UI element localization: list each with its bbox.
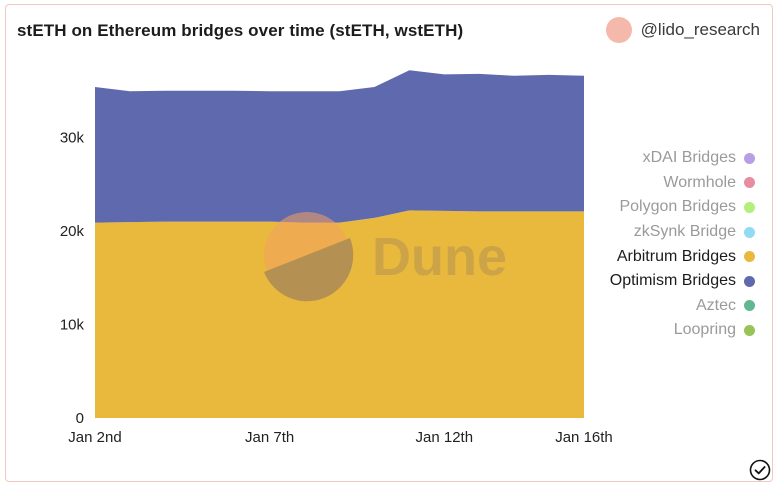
legend-swatch	[744, 324, 755, 336]
x-tick-label: Jan 7th	[245, 429, 294, 446]
legend-swatch	[744, 201, 755, 213]
legend-label: zkSynk Bridge	[633, 223, 736, 241]
chart-title: stETH on Ethereum bridges over time (stE…	[17, 21, 464, 40]
legend-label: xDAI Bridges	[642, 149, 736, 167]
dune-watermark: Dune	[264, 212, 507, 302]
legend-swatch	[744, 300, 755, 312]
x-tick-label: Jan 16th	[555, 429, 613, 446]
legend-swatch	[744, 177, 755, 189]
legend-item-loopring[interactable]: Loopring	[610, 318, 755, 343]
legend-label: Wormhole	[663, 173, 736, 191]
legend-item-xdai-bridges[interactable]: xDAI Bridges	[610, 146, 755, 171]
legend-label: Aztec	[695, 296, 736, 314]
legend-item-aztec[interactable]: Aztec	[610, 294, 755, 319]
checkmark-circle-icon[interactable]	[749, 459, 771, 481]
legend-item-polygon-bridges[interactable]: Polygon Bridges	[610, 195, 755, 220]
legend-label: Polygon Bridges	[619, 198, 736, 216]
legend-label: Arbitrum Bridges	[616, 247, 736, 265]
chart-legend: xDAI Bridges Wormhole Polygon Bridges zkSyn…	[610, 146, 755, 343]
dune-watermark-text: Dune	[372, 227, 507, 287]
y-tick-label: 30k	[60, 130, 85, 147]
legend-label: Loopring	[673, 321, 736, 339]
legend-item-wormhole[interactable]: Wormhole	[610, 171, 755, 196]
x-tick-label: Jan 12th	[416, 429, 474, 446]
legend-swatch	[744, 251, 755, 263]
author-avatar	[605, 17, 632, 43]
y-tick-label: 20k	[60, 223, 85, 240]
legend-swatch	[744, 275, 755, 287]
legend-swatch	[744, 226, 755, 238]
legend-item-arbitrum-bridges[interactable]: Arbitrum Bridges	[610, 244, 755, 269]
legend-label: Optimism Bridges	[609, 272, 736, 290]
legend-item-optimism-bridges[interactable]: Optimism Bridges	[610, 269, 755, 294]
author-badge[interactable]: @lido_research	[605, 17, 760, 43]
y-tick-label: 0	[76, 410, 84, 427]
legend-swatch	[744, 152, 755, 164]
area-series-arbitrum-bridges[interactable]	[95, 210, 584, 418]
legend-item-zksynk-bridge[interactable]: zkSynk Bridge	[610, 220, 755, 245]
y-tick-label: 10k	[60, 317, 85, 334]
x-tick-label: Jan 2nd	[68, 429, 121, 446]
area-series-optimism-bridges[interactable]	[95, 70, 584, 223]
author-name: @lido_research	[640, 20, 760, 39]
